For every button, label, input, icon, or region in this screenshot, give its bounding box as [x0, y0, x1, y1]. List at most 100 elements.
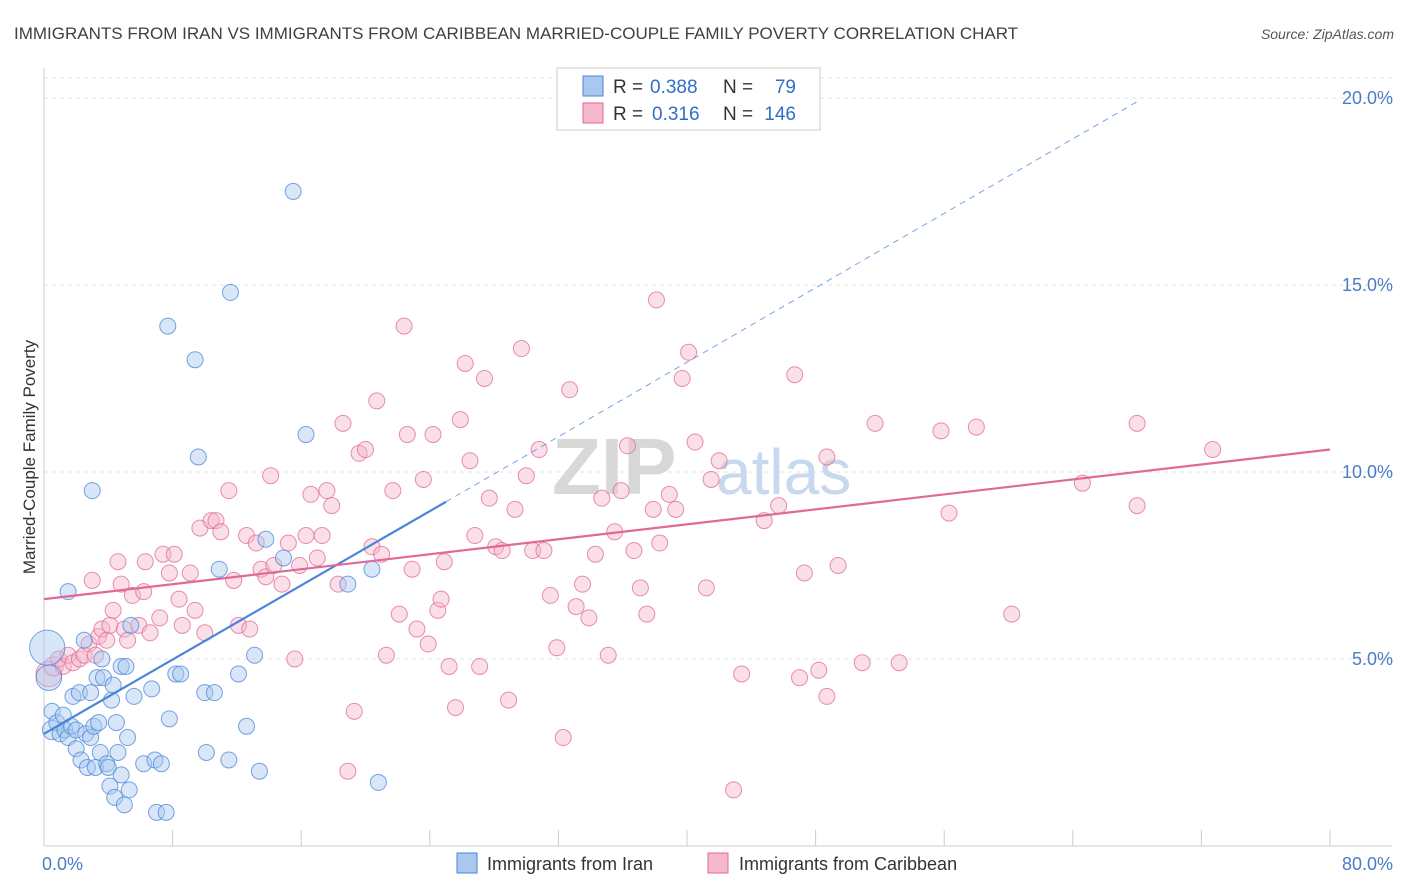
chart-title: IMMIGRANTS FROM IRAN VS IMMIGRANTS FROM … [14, 24, 1018, 43]
caribbean-point-135 [810, 661, 828, 679]
series-legend: Immigrants from Iran Immigrants from Car… [456, 852, 957, 874]
caribbean-point-16 [109, 553, 127, 571]
iran-point-0 [29, 629, 66, 666]
caribbean-point-68 [384, 482, 402, 500]
iran-point-53 [172, 665, 190, 683]
iran-point-13 [67, 740, 85, 758]
iran-point-27 [93, 650, 111, 668]
caribbean-point-122 [697, 579, 715, 597]
iran-trend-extension [445, 101, 1138, 503]
caribbean-point-131 [795, 564, 813, 582]
iran-point-58 [197, 743, 215, 761]
watermark-atlas: atlas [716, 436, 851, 508]
legend-caribbean-r-label: R = [613, 104, 643, 125]
caribbean-point-141 [967, 418, 985, 436]
caribbean-point-114 [644, 500, 662, 518]
caribbean-point-137 [853, 654, 871, 672]
iran-point-44 [125, 687, 143, 705]
caribbean-point-14 [101, 616, 119, 634]
caribbean-point-97 [535, 542, 553, 560]
caribbean-point-48 [273, 575, 291, 593]
y-tick-labels: 5.0% 10.0% 15.0% 20.0% [1342, 88, 1393, 669]
caribbean-point-119 [673, 369, 691, 387]
caribbean-point-112 [631, 579, 649, 597]
caribbean-point-42 [241, 620, 259, 638]
caribbean-point-37 [212, 523, 230, 541]
caribbean-point-19 [119, 631, 137, 649]
legend-caribbean-n-label: N = [723, 104, 753, 125]
iran-point-49 [152, 755, 170, 773]
caribbean-point-129 [786, 366, 804, 384]
caribbean-point-23 [136, 553, 154, 571]
caribbean-point-67 [377, 646, 395, 664]
iran-point-21 [83, 482, 101, 500]
caribbean-point-93 [512, 340, 530, 358]
caribbean-point-36 [207, 512, 225, 530]
caribbean-point-110 [619, 437, 637, 455]
legend-swatch-caribbean [582, 102, 604, 124]
x-axis-ticks [43, 830, 1331, 846]
caribbean-point-24 [141, 624, 159, 642]
caribbean-point-103 [574, 575, 592, 593]
caribbean-points [35, 291, 1222, 799]
caribbean-point-52 [297, 527, 315, 545]
caribbean-point-133 [818, 687, 836, 705]
iran-point-73 [369, 773, 387, 791]
iran-point-31 [101, 777, 119, 795]
iran-point-16 [75, 631, 93, 649]
caribbean-point-20 [123, 586, 141, 604]
iran-point-51 [160, 710, 178, 728]
iran-point-46 [143, 680, 161, 698]
caribbean-point-92 [506, 500, 524, 518]
iran-point-66 [250, 762, 268, 780]
iran-point-12 [67, 721, 85, 739]
caribbean-point-142 [1003, 605, 1021, 623]
gridlines [44, 77, 1392, 660]
caribbean-point-59 [334, 414, 352, 432]
caribbean-point-82 [451, 411, 469, 429]
iran-point-61 [220, 751, 238, 769]
legend-iran-r-label: R = [613, 77, 643, 98]
caribbean-point-140 [940, 504, 958, 522]
caribbean-point-94 [517, 467, 535, 485]
caribbean-point-69 [390, 605, 408, 623]
legend-caribbean-r-value: 0.316 [652, 104, 700, 125]
caribbean-point-91 [500, 691, 518, 709]
caribbean-point-39 [225, 571, 243, 589]
watermark-zip: ZIP [552, 422, 676, 511]
caribbean-point-70 [395, 317, 413, 335]
legend-swatch-iran [582, 75, 604, 97]
y-tick-label-3: 20.0% [1342, 88, 1393, 108]
iran-point-72 [363, 560, 381, 578]
stats-legend: R = 0.388 N = 79 R = 0.316 N = 146 [556, 67, 821, 131]
caribbean-point-107 [599, 646, 617, 664]
iran-point-39 [115, 796, 133, 814]
y-tick-label-1: 10.0% [1342, 462, 1393, 482]
iran-point-25 [90, 714, 108, 732]
caribbean-point-35 [202, 512, 220, 530]
legend-iran-n-label: N = [723, 77, 753, 98]
caribbean-point-9 [83, 571, 101, 589]
caribbean-point-76 [424, 426, 442, 444]
iran-point-48 [148, 803, 166, 821]
iran-point-24 [88, 669, 106, 687]
caribbean-point-102 [567, 598, 585, 616]
caribbean-point-126 [733, 665, 751, 683]
caribbean-point-146 [1204, 441, 1222, 459]
caribbean-point-74 [414, 470, 432, 488]
caribbean-point-88 [480, 489, 498, 507]
caribbean-point-56 [318, 482, 336, 500]
caribbean-point-85 [466, 527, 484, 545]
caribbean-point-138 [890, 654, 908, 672]
iran-point-59 [205, 684, 223, 702]
caribbean-point-115 [651, 534, 669, 552]
iran-point-3 [43, 702, 61, 720]
iran-point-52 [167, 665, 185, 683]
iran-point-43 [122, 616, 140, 634]
caribbean-point-27 [160, 564, 178, 582]
caribbean-point-54 [308, 549, 326, 567]
caribbean-point-65 [368, 392, 386, 410]
caribbean-trend-line [43, 448, 1331, 601]
caribbean-point-118 [667, 500, 685, 518]
